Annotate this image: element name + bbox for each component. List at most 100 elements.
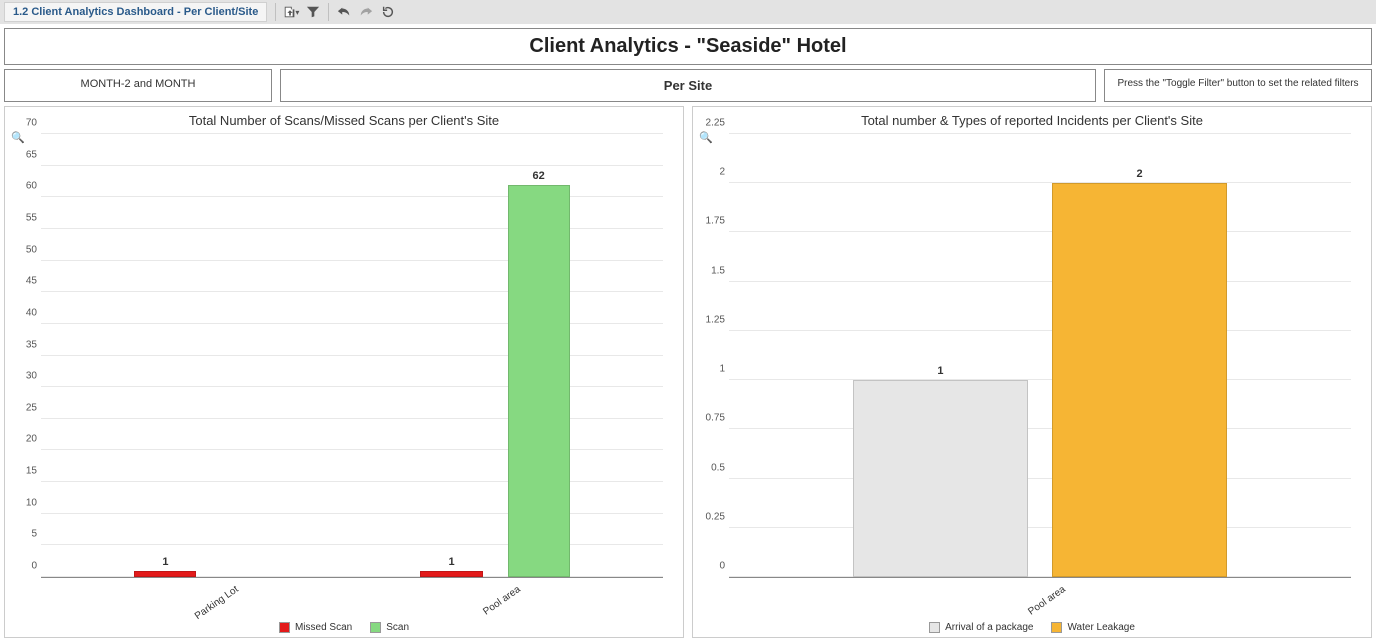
chart-scans-legend: Missed Scan Scan [15,618,673,635]
filter-row: MONTH-2 and MONTH Per Site Press the "To… [0,69,1376,102]
gridline [729,231,1351,232]
reset-icon [381,5,395,19]
chart-incidents-title: Total number & Types of reported Inciden… [703,111,1361,134]
chart-incidents: Total number & Types of reported Inciden… [692,106,1372,638]
breadcrumb: 1.2 Client Analytics Dashboard - Per Cli… [4,2,267,22]
ytick-label: 20 [15,434,37,445]
gridline [729,428,1351,429]
gridline [41,544,663,545]
bar-value-label: 1 [854,365,1026,377]
chart-incidents-plot: 00.250.50.7511.251.51.7522.2512 [729,134,1351,578]
toolbar-separator [275,3,276,21]
chart-incidents-xaxis: Pool area [729,578,1351,618]
gridline [729,182,1351,183]
ytick-label: 45 [15,276,37,287]
bar-value-label: 62 [509,170,569,182]
undo-button[interactable] [333,2,355,22]
chart-scans: Total Number of Scans/Missed Scans per C… [4,106,684,638]
gridline [41,323,663,324]
ytick-label: 2 [703,167,725,178]
gridline [729,281,1351,282]
ytick-label: 60 [15,181,37,192]
toolbar-separator [328,3,329,21]
filter-icon [306,5,320,19]
legend-label: Missed Scan [295,622,352,633]
gridline [729,527,1351,528]
zoom-icon[interactable]: 🔍 [11,131,25,144]
bar[interactable]: 62 [508,185,570,577]
bar[interactable]: 1 [420,571,482,577]
filter-date-range[interactable]: MONTH-2 and MONTH [4,69,272,102]
ytick-label: 1.25 [703,314,725,325]
ytick-label: 50 [15,244,37,255]
ytick-label: 0 [15,561,37,572]
gridline [729,379,1351,380]
page-title-box: Client Analytics - "Seaside" Hotel [4,28,1372,65]
ytick-label: 0.75 [703,413,725,424]
bar[interactable]: 1 [134,571,196,577]
chevron-down-icon: ▾ [295,8,299,17]
zoom-icon[interactable]: 🔍 [699,131,713,144]
legend-swatch [929,622,940,633]
ytick-label: 15 [15,466,37,477]
redo-button[interactable] [355,2,377,22]
undo-icon [337,5,351,19]
gridline [41,513,663,514]
filter-button[interactable] [302,2,324,22]
bar-value-label: 1 [135,556,195,568]
reset-button[interactable] [377,2,399,22]
gridline [41,165,663,166]
gridline [41,481,663,482]
chart-incidents-legend: Arrival of a package Water Leakage [703,618,1361,635]
gridline [41,449,663,450]
legend-swatch [279,622,290,633]
gridline [729,133,1351,134]
gridline [41,228,663,229]
ytick-label: 1 [703,364,725,375]
ytick-label: 30 [15,371,37,382]
export-button[interactable]: ▾ [280,2,302,22]
ytick-label: 1.75 [703,216,725,227]
gridline [729,478,1351,479]
legend-swatch [370,622,381,633]
legend-swatch [1051,622,1062,633]
bar[interactable]: 2 [1052,183,1226,577]
gridline [41,386,663,387]
chart-scans-title: Total Number of Scans/Missed Scans per C… [15,111,673,134]
legend-label: Water Leakage [1067,622,1134,633]
ytick-label: 0 [703,561,725,572]
filter-hint: Press the "Toggle Filter" button to set … [1104,69,1372,102]
legend-label: Scan [386,622,409,633]
gridline [729,576,1351,577]
charts-row: Total Number of Scans/Missed Scans per C… [0,102,1376,642]
gridline [729,330,1351,331]
ytick-label: 35 [15,339,37,350]
page-title: Client Analytics - "Seaside" Hotel [5,35,1371,58]
redo-icon [359,5,373,19]
gridline [41,418,663,419]
ytick-label: 70 [15,118,37,129]
xtick-label: Parking Lot [193,584,241,622]
chart-scans-plot: 05101520253035404550556065701162 [41,134,663,578]
legend-item[interactable]: Arrival of a package [929,622,1033,633]
bar-value-label: 1 [421,556,481,568]
xtick-label: Pool area [481,584,522,618]
gridline [41,133,663,134]
chart-scans-xaxis: Parking LotPool area [41,578,663,618]
ytick-label: 25 [15,402,37,413]
ytick-label: 55 [15,212,37,223]
legend-item[interactable]: Scan [370,622,409,633]
legend-label: Arrival of a package [945,622,1033,633]
filter-scope[interactable]: Per Site [280,69,1096,102]
ytick-label: 65 [15,149,37,160]
ytick-label: 0.25 [703,511,725,522]
legend-item[interactable]: Missed Scan [279,622,352,633]
xtick-label: Pool area [1026,584,1067,618]
bar[interactable]: 1 [853,380,1027,577]
gridline [41,355,663,356]
ytick-label: 10 [15,497,37,508]
gridline [41,291,663,292]
legend-item[interactable]: Water Leakage [1051,622,1134,633]
ytick-label: 1.5 [703,265,725,276]
ytick-label: 2.25 [703,118,725,129]
